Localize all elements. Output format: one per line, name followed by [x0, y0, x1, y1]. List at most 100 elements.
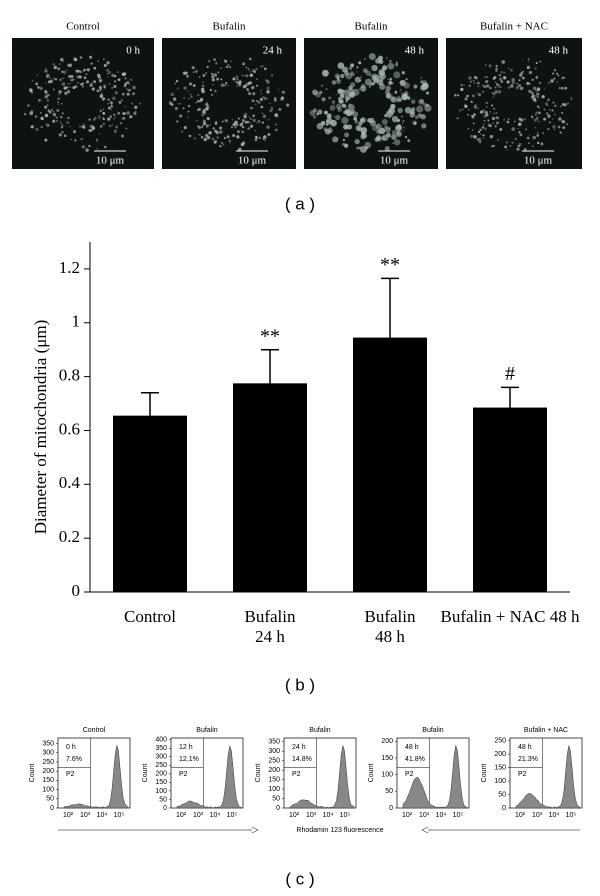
texture: [68, 63, 72, 67]
texture: [473, 113, 476, 116]
texture: [104, 97, 106, 100]
y-tick-label: 200: [155, 771, 167, 778]
texture: [488, 64, 492, 68]
texture: [527, 58, 530, 60]
texture: [484, 110, 489, 115]
texture: [385, 127, 391, 133]
texture: [62, 70, 67, 75]
texture: [523, 118, 526, 121]
texture: [472, 122, 475, 125]
texture: [563, 120, 566, 123]
texture: [103, 145, 107, 149]
texture: [535, 111, 538, 114]
y-tick-label: 350: [155, 745, 167, 752]
texture: [511, 127, 515, 131]
texture: [249, 71, 252, 73]
x-tick-label: Bufalin 24 h: [245, 607, 296, 646]
texture: [248, 92, 252, 96]
texture: [190, 95, 193, 98]
texture: [89, 83, 93, 87]
texture: [69, 125, 71, 128]
texture: [262, 96, 265, 99]
texture: [538, 81, 542, 85]
texture: [387, 78, 389, 81]
texture: [553, 77, 556, 80]
y-tick-label: 50: [272, 795, 280, 802]
texture: [231, 119, 234, 121]
texture: [252, 114, 255, 118]
texture: [180, 103, 182, 105]
texture: [46, 99, 50, 102]
texture: [206, 117, 210, 121]
y-tick-label: 250: [42, 759, 54, 766]
texture: [138, 102, 141, 105]
texture: [532, 145, 534, 147]
texture: [493, 107, 496, 110]
texture: [547, 128, 550, 131]
texture: [107, 117, 111, 121]
texture: [258, 136, 261, 139]
texture: [492, 144, 495, 147]
texture: [397, 107, 403, 114]
texture: [416, 105, 424, 113]
texture: [483, 119, 486, 122]
texture: [499, 127, 503, 131]
texture: [266, 90, 270, 94]
texture: [93, 118, 96, 121]
texture: [553, 128, 556, 131]
texture: [375, 123, 382, 130]
texture: [99, 94, 104, 98]
texture: [47, 93, 50, 97]
texture: [343, 89, 350, 96]
texture: [232, 133, 236, 137]
texture: [219, 67, 222, 70]
texture: [358, 146, 361, 150]
texture: [72, 86, 76, 90]
texture: [335, 114, 341, 121]
texture: [255, 136, 258, 139]
texture: [500, 80, 504, 83]
texture: [353, 116, 358, 121]
texture: [237, 117, 240, 120]
texture: [91, 87, 96, 91]
x-tick-label: 10³: [419, 812, 430, 819]
texture: [408, 95, 410, 98]
texture: [219, 144, 222, 148]
texture: [323, 127, 328, 132]
texture: [454, 93, 457, 97]
y-tick-label: 150: [381, 755, 393, 762]
texture: [55, 119, 59, 122]
texture: [86, 68, 90, 72]
texture: [44, 69, 48, 73]
y-tick-label: 100: [268, 786, 280, 793]
texture: [206, 104, 208, 107]
texture: [484, 64, 487, 66]
texture: [485, 79, 489, 84]
texture: [44, 89, 48, 93]
texture: [557, 125, 561, 129]
texture: [62, 77, 64, 80]
texture: [81, 145, 85, 149]
y-tick-label: 150: [268, 776, 280, 783]
texture: [511, 77, 515, 82]
y-tick-label: 300: [268, 748, 280, 755]
texture: [31, 79, 34, 82]
texture: [248, 116, 251, 118]
y-tick-label: 50: [498, 791, 506, 798]
texture: [425, 91, 430, 95]
texture: [251, 68, 256, 73]
texture: [266, 125, 270, 129]
texture: [96, 139, 99, 142]
texture: [108, 71, 111, 74]
texture: [491, 145, 494, 148]
texture: [229, 141, 231, 144]
texture: [90, 62, 93, 65]
texture: [209, 124, 211, 126]
texture: [503, 119, 505, 121]
texture: [197, 107, 201, 111]
texture: [34, 115, 38, 118]
texture: [479, 128, 482, 132]
texture: [495, 67, 498, 71]
texture: [412, 120, 417, 126]
texture: [527, 142, 530, 145]
